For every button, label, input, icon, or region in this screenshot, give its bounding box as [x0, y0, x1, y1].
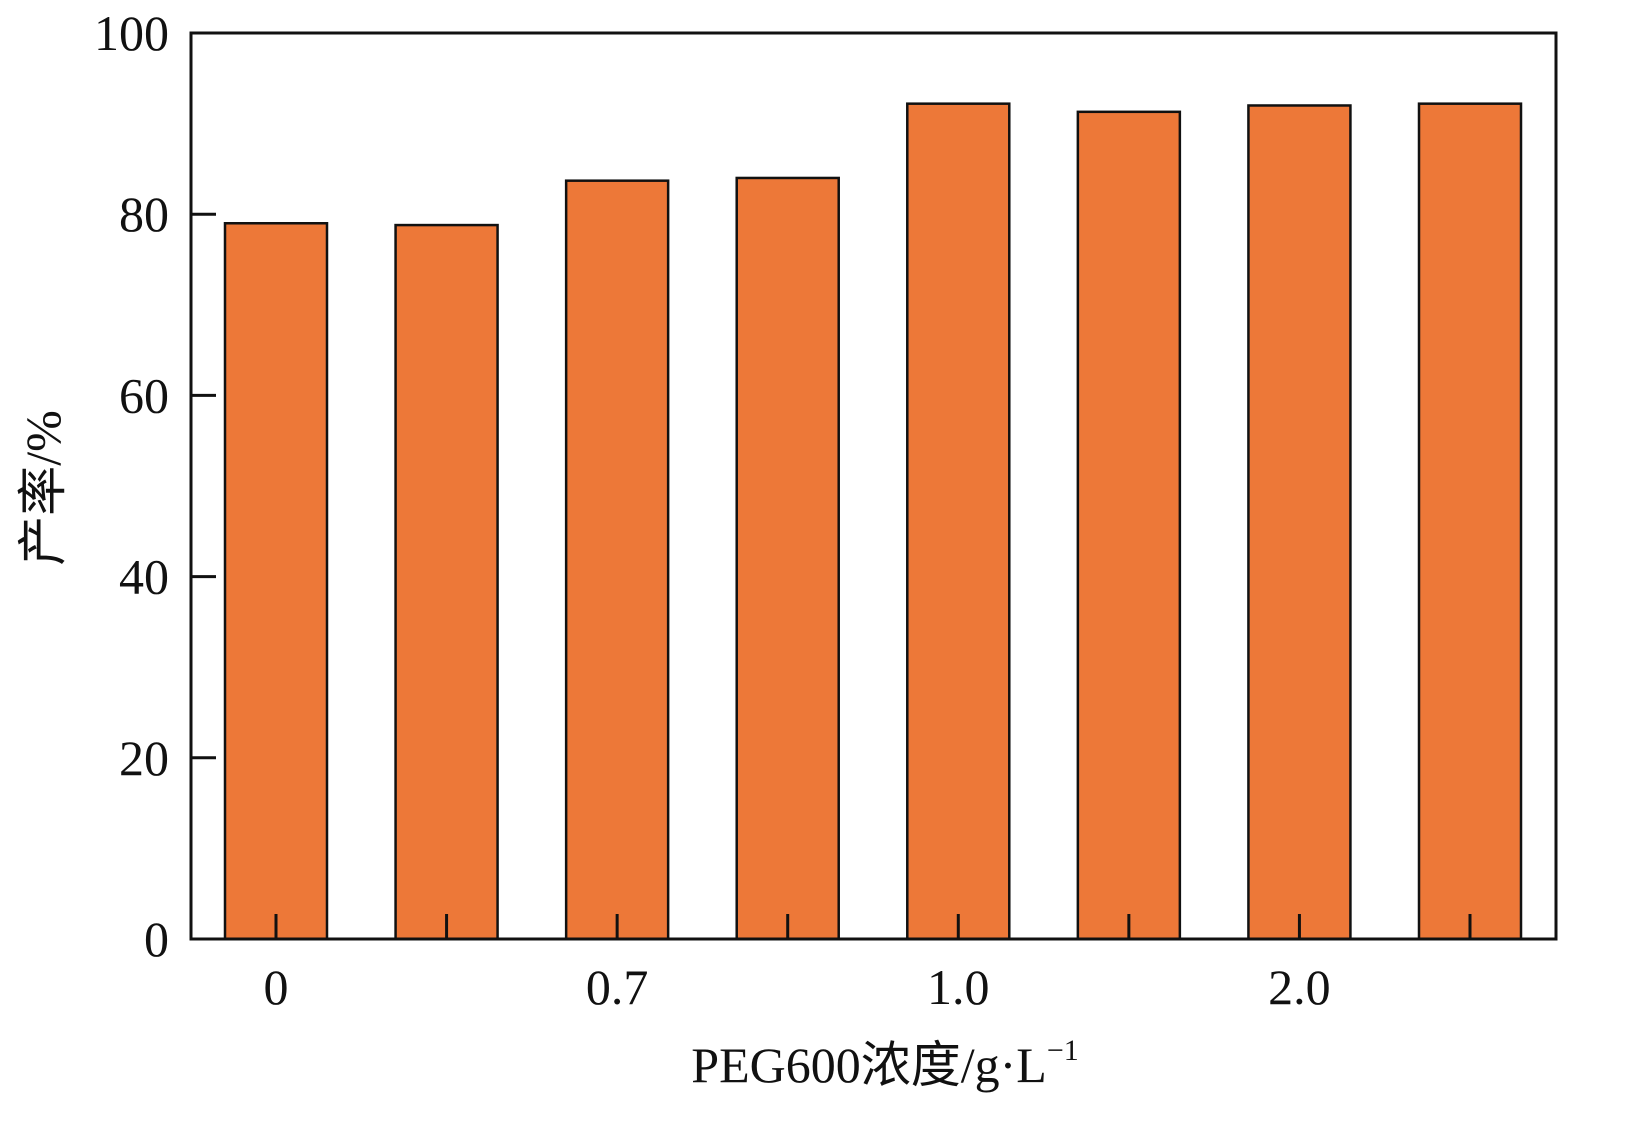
- y-tick-label: 0: [144, 911, 169, 967]
- y-axis-ticks: 0 20 40 60 80 100: [94, 5, 216, 967]
- y-tick-label: 40: [119, 549, 169, 605]
- plot-frame: [189, 31, 1558, 941]
- bar: [564, 179, 670, 941]
- bar: [735, 176, 840, 941]
- bar: [1076, 110, 1182, 941]
- bar: [223, 222, 329, 941]
- x-tick-label: 2.0: [1268, 959, 1331, 1015]
- x-axis-label-text: PEG600浓度/g·L: [691, 1037, 1047, 1093]
- x-tick-label: 1.0: [927, 959, 990, 1015]
- y-tick-label: 80: [119, 186, 169, 242]
- y-tick-label: 100: [94, 5, 169, 61]
- x-axis-label-superscript: −1: [1047, 1034, 1079, 1067]
- y-axis-label: 产率/%: [15, 410, 71, 566]
- bar-chart: 0 20 40 60 80 100 0 0.7 1.0 2.0 PEG600浓度/g·L−1 产…: [15, 5, 1558, 1093]
- y-tick-label: 60: [119, 367, 169, 423]
- x-axis-label: PEG600浓度/g·L−1: [691, 1034, 1078, 1093]
- bar: [906, 102, 1011, 941]
- bar: [1247, 104, 1352, 941]
- bars-group: [223, 102, 1523, 941]
- x-tick-label: 0: [264, 959, 289, 1015]
- x-tick-label: 0.7: [586, 959, 649, 1015]
- y-tick-label: 20: [119, 730, 169, 786]
- bar: [1417, 102, 1523, 941]
- x-axis-ticks: 0 0.7 1.0 2.0: [264, 914, 1472, 1015]
- bar: [394, 223, 499, 941]
